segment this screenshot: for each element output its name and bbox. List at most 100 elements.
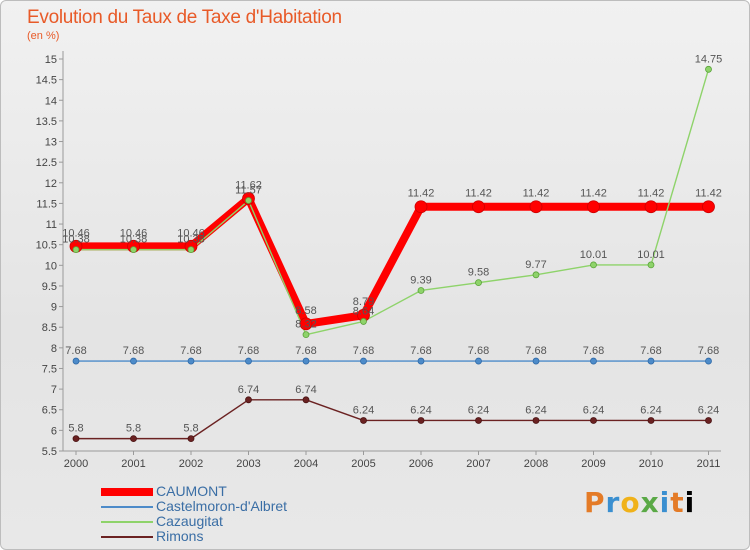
data-label-cazaugitat: 10.01 (637, 249, 665, 261)
data-label-caumont: 11.42 (580, 188, 607, 200)
x-tick-label: 2008 (524, 458, 548, 470)
data-label-caumont: 11.42 (523, 188, 550, 200)
y-tick-label: 11.5 (36, 198, 57, 210)
y-tick-label: 11 (46, 219, 57, 231)
data-point-rimons (647, 417, 655, 424)
legend-label-caumont: CAUMONT (156, 483, 227, 499)
data-label-cazaugitat: 8.64 (353, 305, 374, 317)
data-point-castelmoron-d-albret (590, 357, 597, 365)
y-tick-label: 8.5 (42, 322, 57, 334)
data-label-rimons: 6.24 (583, 404, 604, 416)
data-label-cazaugitat: 8.32 (295, 319, 316, 331)
data-point-caumont (529, 200, 543, 214)
data-point-castelmoron-d-albret (245, 357, 252, 365)
data-label-castelmoron-d-albret: 7.68 (353, 345, 374, 357)
x-tick-label: 2000 (64, 458, 88, 470)
data-point-castelmoron-d-albret (302, 357, 310, 365)
data-label-rimons: 6.24 (353, 404, 374, 416)
data-point-rimons (705, 417, 712, 424)
data-label-caumont: 10.46 (177, 227, 205, 239)
data-label-rimons: 6.24 (468, 404, 489, 416)
data-label-castelmoron-d-albret: 7.68 (295, 345, 316, 357)
x-tick-label: 2002 (179, 458, 203, 470)
data-label-rimons: 6.24 (640, 404, 661, 416)
chart-title: Evolution du Taux de Taxe d'Habitation (27, 7, 342, 28)
data-label-rimons: 6.74 (295, 384, 316, 396)
data-label-rimons: 5.8 (183, 423, 198, 435)
legend-swatch-caumont (101, 488, 153, 496)
data-point-rimons (72, 435, 80, 443)
data-point-rimons (417, 417, 425, 424)
data-point-castelmoron-d-albret (72, 357, 80, 365)
data-point-cazaugitat (475, 279, 482, 287)
y-tick-label: 6.5 (42, 405, 57, 417)
legend-label-cazaugitat: Cazaugitat (156, 513, 223, 529)
data-point-cazaugitat (532, 271, 540, 279)
legend-label-rimons: Rimons (156, 528, 204, 544)
x-tick-label: 2007 (466, 458, 490, 470)
data-label-caumont: 11.42 (695, 188, 722, 200)
data-point-rimons (130, 435, 137, 443)
y-tick-label: 8 (51, 343, 57, 355)
data-point-rimons (475, 417, 482, 424)
data-label-caumont: 10.46 (62, 227, 90, 239)
proxiti-logo: Proxiti (584, 486, 696, 519)
data-label-castelmoron-d-albret: 7.68 (583, 345, 604, 357)
data-point-castelmoron-d-albret (532, 357, 540, 365)
legend-swatch-rimons (101, 536, 153, 538)
series-line-cazaugitat (75, 68, 710, 336)
data-label-rimons: 6.74 (238, 384, 259, 396)
data-point-cazaugitat (705, 65, 712, 73)
data-label-castelmoron-d-albret: 7.68 (468, 345, 489, 357)
data-point-cazaugitat (302, 331, 310, 339)
data-label-castelmoron-d-albret: 7.68 (65, 345, 86, 357)
y-tick-label: 13 (45, 137, 57, 149)
data-point-castelmoron-d-albret (417, 357, 425, 365)
data-point-castelmoron-d-albret (130, 357, 137, 365)
data-point-cazaugitat (187, 246, 195, 254)
y-tick-label: 15 (45, 54, 57, 66)
legend-swatch-castelmoron (101, 506, 153, 508)
data-point-caumont (587, 200, 600, 214)
data-label-castelmoron-d-albret: 7.68 (640, 345, 661, 357)
data-label-rimons: 6.24 (698, 404, 719, 416)
x-tick-label: 2010 (639, 458, 663, 470)
series-points (69, 65, 715, 443)
series-line-rimons (75, 399, 710, 440)
data-label-cazaugitat: 11.57 (235, 185, 262, 197)
series-labels: 10.46 10.46 10.46 11.62 8.58 8.79 11.42 11.42 11… (62, 53, 722, 434)
y-tick-label: 12.5 (36, 157, 57, 169)
x-tick-label: 2005 (351, 458, 375, 470)
data-point-rimons (360, 417, 367, 424)
data-point-rimons (245, 396, 252, 404)
x-tick-label: 2006 (409, 458, 433, 470)
data-point-caumont (414, 200, 428, 214)
series-line-caumont (72, 194, 713, 328)
data-label-rimons: 6.24 (410, 404, 431, 416)
legend-label-castelmoron: Castelmoron-d'Albret (156, 498, 288, 514)
x-tick-label: 2011 (697, 458, 721, 470)
data-point-rimons (302, 396, 310, 404)
x-tick-label: 2001 (121, 458, 145, 470)
data-point-cazaugitat (245, 197, 252, 204)
data-point-cazaugitat (590, 261, 597, 269)
data-label-castelmoron-d-albret: 7.68 (180, 345, 201, 357)
data-point-rimons (532, 417, 540, 424)
y-tick-label: 12 (45, 178, 57, 190)
data-point-caumont (702, 200, 715, 214)
data-point-castelmoron-d-albret (705, 357, 712, 365)
y-tick-label: 5.5 (42, 446, 57, 458)
chart-subtitle: (en %) (27, 30, 60, 42)
data-label-cazaugitat: 9.77 (525, 259, 546, 271)
data-label-cazaugitat: 9.58 (468, 267, 489, 279)
data-label-castelmoron-d-albret: 7.68 (238, 345, 259, 357)
y-tick-label: 6 (51, 425, 57, 437)
data-label-castelmoron-d-albret: 7.68 (410, 345, 431, 357)
data-label-cazaugitat: 9.39 (410, 274, 431, 286)
data-label-castelmoron-d-albret: 7.68 (698, 345, 719, 357)
data-label-cazaugitat: 10.38 (62, 234, 90, 246)
data-label-castelmoron-d-albret: 7.68 (525, 345, 546, 357)
data-point-caumont (299, 317, 313, 331)
